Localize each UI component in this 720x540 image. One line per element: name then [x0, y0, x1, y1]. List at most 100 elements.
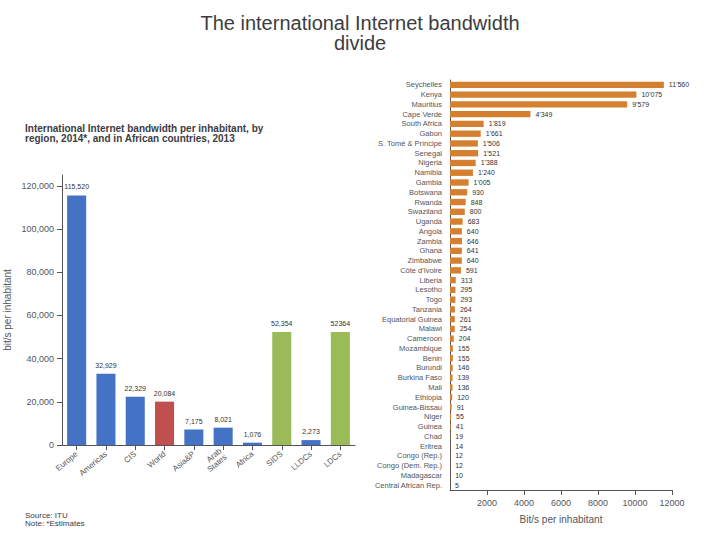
svg-text:9'579: 9'579	[632, 101, 649, 108]
svg-text:Niger: Niger	[424, 412, 442, 421]
svg-text:40,000: 40,000	[26, 354, 54, 364]
svg-text:10'075: 10'075	[641, 91, 662, 98]
svg-text:6000: 6000	[551, 498, 571, 508]
svg-text:Togo: Togo	[426, 295, 442, 304]
svg-text:55: 55	[456, 413, 464, 420]
svg-text:5: 5	[455, 482, 459, 489]
svg-text:14: 14	[455, 443, 463, 450]
svg-text:Madagascar: Madagascar	[401, 471, 443, 480]
svg-text:Seychelles: Seychelles	[406, 80, 443, 89]
svg-text:Burkina Faso: Burkina Faso	[398, 373, 442, 382]
svg-text:8,021: 8,021	[214, 416, 232, 423]
svg-text:bit/s per inhabitant: bit/s per inhabitant	[2, 269, 13, 351]
svg-text:Angola: Angola	[419, 227, 443, 236]
svg-text:Rwanda: Rwanda	[414, 198, 442, 207]
svg-text:641: 641	[467, 247, 479, 254]
svg-text:848: 848	[471, 199, 483, 206]
svg-text:146: 146	[458, 364, 470, 371]
svg-text:Equatorial Guinea: Equatorial Guinea	[382, 315, 443, 324]
svg-text:80,000: 80,000	[26, 267, 54, 277]
svg-text:Botswana: Botswana	[409, 188, 443, 197]
svg-text:Ghana: Ghana	[419, 246, 442, 255]
svg-text:12: 12	[455, 452, 463, 459]
svg-text:Congo (Dem. Rep.): Congo (Dem. Rep.)	[377, 461, 443, 470]
svg-text:region, 2014*, and in African: region, 2014*, and in African countries,…	[25, 133, 235, 144]
svg-text:10000: 10000	[622, 498, 647, 508]
svg-text:155: 155	[458, 355, 470, 362]
svg-text:Bit/s per inhabitant: Bit/s per inhabitant	[520, 514, 603, 525]
svg-text:Note: *Estimates: Note: *Estimates	[25, 519, 85, 528]
svg-text:Africa: Africa	[234, 449, 256, 469]
svg-text:Swaziland: Swaziland	[408, 207, 442, 216]
svg-text:646: 646	[467, 238, 479, 245]
svg-text:930: 930	[472, 189, 484, 196]
svg-text:11'560: 11'560	[669, 81, 689, 88]
svg-text:Burundi: Burundi	[416, 363, 442, 372]
svg-text:683: 683	[468, 218, 480, 225]
svg-text:Côte d'Ivoire: Côte d'Ivoire	[400, 266, 442, 275]
svg-text:20,000: 20,000	[26, 397, 54, 407]
svg-text:Eritrea: Eritrea	[420, 442, 443, 451]
svg-text:Lesotho: Lesotho	[415, 285, 442, 294]
svg-text:Ethiopia: Ethiopia	[415, 393, 443, 402]
svg-text:1'388: 1'388	[481, 159, 498, 166]
svg-text:12000: 12000	[659, 498, 684, 508]
svg-text:120,000: 120,000	[21, 181, 54, 191]
svg-text:Chad: Chad	[424, 432, 442, 441]
svg-text:S. Tomé & Príncipe: S. Tomé & Príncipe	[378, 139, 442, 148]
svg-text:1'661: 1'661	[486, 130, 503, 137]
svg-text:World: World	[146, 450, 168, 470]
svg-text:Congo (Rep.): Congo (Rep.)	[397, 451, 443, 460]
svg-text:19: 19	[455, 433, 463, 440]
svg-text:South Africa: South Africa	[402, 119, 443, 128]
svg-text:100,000: 100,000	[21, 224, 54, 234]
svg-text:4'349: 4'349	[535, 111, 552, 118]
svg-text:1'819: 1'819	[489, 120, 506, 127]
svg-text:22,329: 22,329	[125, 385, 147, 392]
svg-text:91: 91	[457, 404, 465, 411]
svg-text:640: 640	[467, 257, 479, 264]
svg-text:20,084: 20,084	[154, 390, 176, 397]
svg-text:7,175: 7,175	[185, 418, 203, 425]
svg-text:41: 41	[456, 423, 464, 430]
svg-text:261: 261	[460, 316, 472, 323]
svg-text:Central African Rep.: Central African Rep.	[375, 481, 442, 490]
svg-text:10: 10	[455, 472, 463, 479]
svg-text:60,000: 60,000	[26, 310, 54, 320]
svg-text:Cape Verde: Cape Verde	[402, 110, 442, 119]
svg-text:Guinea-Bissau: Guinea-Bissau	[393, 403, 442, 412]
svg-text:Tanzania: Tanzania	[412, 305, 443, 314]
svg-text:204: 204	[459, 335, 471, 342]
svg-text:155: 155	[458, 345, 470, 352]
svg-text:313: 313	[461, 277, 473, 284]
svg-text:32,929: 32,929	[95, 362, 117, 369]
svg-text:136: 136	[458, 384, 470, 391]
svg-text:Zimbabwe: Zimbabwe	[407, 256, 442, 265]
svg-text:Senegal: Senegal	[414, 149, 442, 158]
svg-text:1'240: 1'240	[478, 169, 495, 176]
svg-text:264: 264	[460, 306, 472, 313]
svg-text:Namibia: Namibia	[414, 168, 442, 177]
svg-text:Guinea: Guinea	[418, 422, 443, 431]
svg-text:Malawi: Malawi	[419, 324, 443, 333]
svg-text:States: States	[205, 453, 228, 474]
svg-text:Gabon: Gabon	[419, 129, 442, 138]
svg-text:SIDS: SIDS	[265, 450, 285, 469]
svg-text:2000: 2000	[477, 498, 497, 508]
svg-text:640: 640	[467, 228, 479, 235]
svg-text:139: 139	[458, 374, 470, 381]
svg-text:Zambia: Zambia	[417, 237, 443, 246]
svg-text:LLDCs: LLDCs	[289, 450, 314, 473]
svg-text:52364: 52364	[331, 320, 351, 327]
svg-text:The international Internet ban: The international Internet bandwidth	[200, 12, 519, 34]
svg-text:1'005: 1'005	[474, 179, 491, 186]
svg-text:295: 295	[460, 286, 472, 293]
svg-text:Mozambique: Mozambique	[399, 344, 442, 353]
svg-text:1'521: 1'521	[483, 150, 500, 157]
svg-text:CIS: CIS	[122, 450, 138, 465]
svg-text:2,273: 2,273	[302, 428, 320, 435]
svg-text:Asia&P: Asia&P	[171, 450, 197, 474]
svg-text:293: 293	[460, 296, 472, 303]
svg-text:divide: divide	[334, 32, 386, 54]
svg-text:Europe: Europe	[54, 449, 80, 473]
